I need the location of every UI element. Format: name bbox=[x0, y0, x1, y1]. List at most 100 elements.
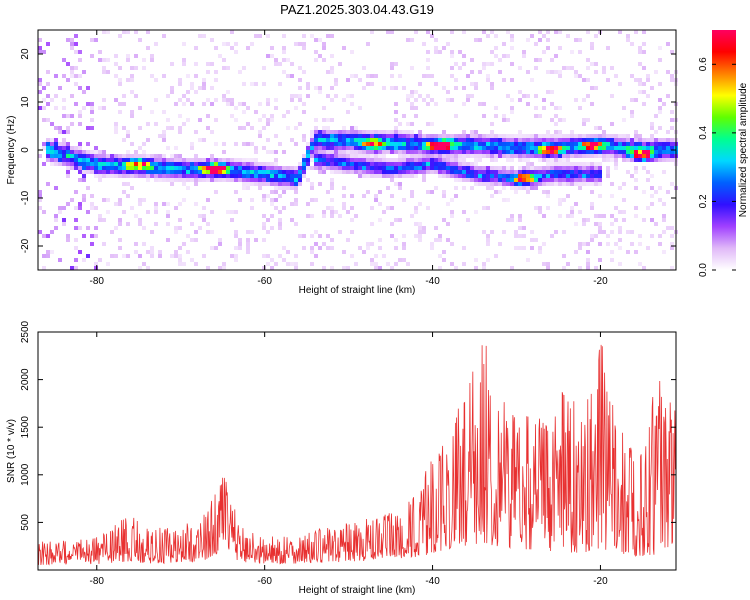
spectrogram-cell bbox=[90, 150, 94, 154]
spectrogram-cell bbox=[534, 58, 538, 62]
spectrogram-cell bbox=[126, 130, 130, 134]
spectrogram-cell bbox=[538, 114, 542, 118]
spectrogram-cell bbox=[350, 170, 354, 174]
spectrogram-cell bbox=[406, 150, 410, 154]
spectrogram-cell bbox=[622, 106, 626, 110]
spectrogram-cell bbox=[194, 158, 198, 162]
spectrogram-cell bbox=[594, 126, 598, 130]
spectrogram-cell bbox=[214, 178, 218, 182]
spectrogram-cell bbox=[126, 78, 130, 82]
spectrogram-cell bbox=[506, 178, 510, 182]
spectrogram-cell bbox=[510, 62, 514, 66]
spectrogram-cell bbox=[586, 138, 590, 142]
spectrogram-cell bbox=[646, 138, 650, 142]
spectrogram-cell bbox=[302, 134, 306, 138]
spectrogram-cell bbox=[606, 46, 610, 50]
spectrogram-cell bbox=[394, 246, 398, 250]
spectrogram-cell bbox=[514, 234, 518, 238]
spectrogram-cell bbox=[270, 46, 274, 50]
spectrogram-cell bbox=[318, 166, 322, 170]
spectrogram-cell bbox=[562, 178, 566, 182]
spectrogram-cell bbox=[142, 154, 146, 158]
spectrogram-cell bbox=[126, 150, 130, 154]
spectrogram-cell bbox=[126, 170, 130, 174]
spectrogram-cell bbox=[274, 190, 278, 194]
spectrogram-cell bbox=[658, 82, 662, 86]
spectrogram-cell bbox=[74, 218, 78, 222]
spectrogram-cell bbox=[598, 258, 602, 262]
spectrogram-cell bbox=[462, 62, 466, 66]
spectrogram-cell bbox=[294, 106, 298, 110]
spectrogram-cell bbox=[542, 174, 546, 178]
spectrogram-cell bbox=[142, 162, 146, 166]
spectrogram-cell bbox=[222, 170, 226, 174]
spectrogram-cell bbox=[306, 94, 310, 98]
spectrogram-cell bbox=[522, 174, 526, 178]
spectrogram-cell bbox=[202, 78, 206, 82]
spectrogram-cell bbox=[486, 154, 490, 158]
spectrogram-cell bbox=[38, 198, 42, 202]
spectrogram-cell bbox=[662, 230, 666, 234]
spectrogram-cell bbox=[378, 238, 382, 242]
spectrogram-cell bbox=[530, 186, 534, 190]
spectrogram-cell bbox=[146, 178, 150, 182]
spectrogram-cell bbox=[630, 142, 634, 146]
spectrogram-cell bbox=[378, 174, 382, 178]
spectrogram-cell bbox=[434, 162, 438, 166]
spectrogram-cell bbox=[406, 134, 410, 138]
spectrogram-cell bbox=[318, 90, 322, 94]
spectrogram-cell bbox=[570, 50, 574, 54]
spectrogram-cell bbox=[234, 166, 238, 170]
spectrogram-cell bbox=[314, 142, 318, 146]
spectrogram-cell bbox=[322, 42, 326, 46]
spectrogram-cell bbox=[50, 122, 54, 126]
spectrogram-cell bbox=[598, 226, 602, 230]
spectrogram-cell bbox=[542, 214, 546, 218]
spectrogram-cell bbox=[314, 242, 318, 246]
spectrogram-cell bbox=[430, 74, 434, 78]
spectrogram-cell bbox=[70, 198, 74, 202]
spectrogram-cell bbox=[150, 254, 154, 258]
spectrogram-cell bbox=[302, 138, 306, 142]
spectrogram-cell bbox=[46, 150, 50, 154]
spectrogram-cell bbox=[266, 262, 270, 266]
spectrogram-cell bbox=[118, 162, 122, 166]
spectrogram-cell bbox=[182, 178, 186, 182]
spectrogram-cell bbox=[578, 142, 582, 146]
spectrogram-cell bbox=[146, 250, 150, 254]
spectrogram-cell bbox=[406, 146, 410, 150]
spectrogram-cell bbox=[194, 74, 198, 78]
spectrogram-cell bbox=[482, 262, 486, 266]
spectrogram-cell bbox=[246, 122, 250, 126]
spectrogram-cell bbox=[150, 110, 154, 114]
spectrogram-cell bbox=[642, 190, 646, 194]
spectrogram-cell bbox=[502, 230, 506, 234]
spectrogram-cell bbox=[66, 174, 70, 178]
spectrogram-cell bbox=[326, 142, 330, 146]
spectrogram-cell bbox=[354, 158, 358, 162]
spectrogram-cell bbox=[562, 162, 566, 166]
spectrogram-cell bbox=[186, 178, 190, 182]
spectrogram-cell bbox=[98, 154, 102, 158]
spectrogram-cell bbox=[398, 146, 402, 150]
spectrogram-cell bbox=[526, 138, 530, 142]
spectrogram-cell bbox=[98, 218, 102, 222]
spectrogram-cell bbox=[378, 130, 382, 134]
spectrogram-cell bbox=[138, 166, 142, 170]
spectrogram-cell bbox=[594, 266, 598, 270]
spectrogram-cell bbox=[238, 178, 242, 182]
spectrogram-cell bbox=[458, 150, 462, 154]
spectrogram-cell bbox=[374, 174, 378, 178]
spectrogram-cell bbox=[598, 182, 602, 186]
spectrogram-cell bbox=[294, 94, 298, 98]
spectrogram-cell bbox=[562, 230, 566, 234]
spectrogram-cell bbox=[430, 122, 434, 126]
spectrogram-cell bbox=[526, 102, 530, 106]
spectrogram-cell bbox=[578, 242, 582, 246]
spectrogram-cell bbox=[46, 154, 50, 158]
spectrogram-cell bbox=[578, 38, 582, 42]
spectrogram-cell bbox=[410, 162, 414, 166]
spectrogram-cell bbox=[250, 230, 254, 234]
spectrogram-cell bbox=[382, 154, 386, 158]
spectrogram-cell bbox=[442, 250, 446, 254]
